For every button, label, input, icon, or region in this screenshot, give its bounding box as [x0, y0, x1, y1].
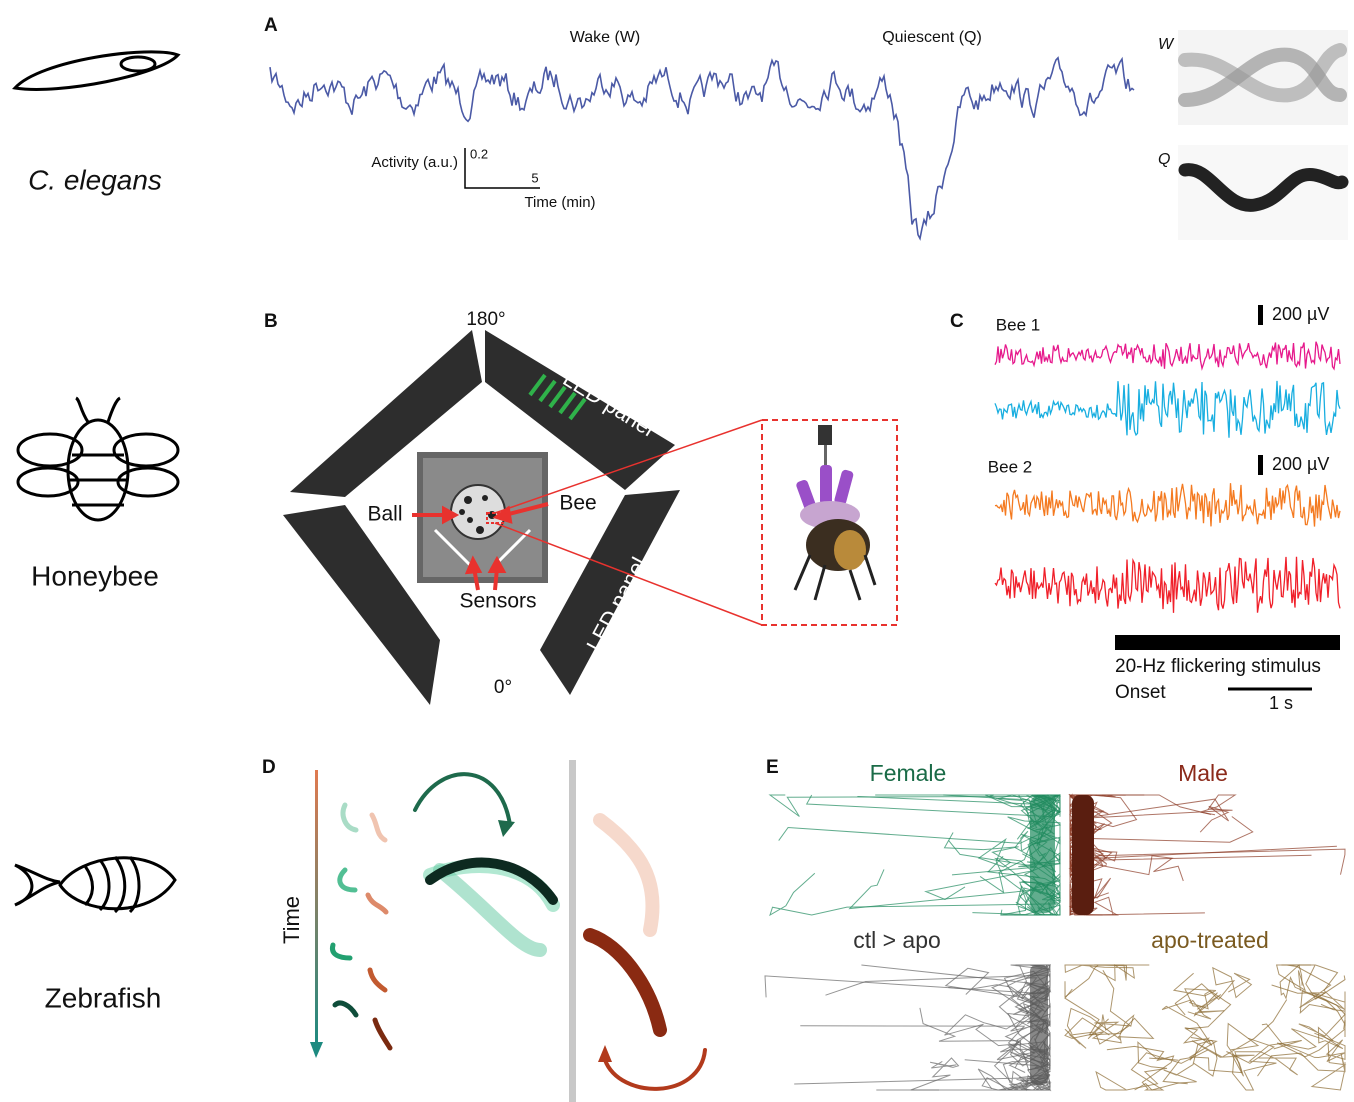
- onset-label: Onset: [1115, 682, 1166, 703]
- track: [1070, 806, 1337, 859]
- callout: Bee: [559, 492, 596, 515]
- organism-name: Zebrafish: [45, 982, 162, 1013]
- eeg-trace: [995, 381, 1340, 438]
- eeg-trace: [995, 483, 1340, 526]
- figure: C. elegans Honeybee Zebrafish A Wake (W)…: [0, 0, 1354, 1102]
- track: [911, 1058, 959, 1090]
- track: [779, 817, 1060, 893]
- state-label: Quiescent (Q): [882, 29, 982, 46]
- group-title: ctl > apo: [853, 927, 941, 953]
- inset-image: [1178, 145, 1348, 240]
- eeg-trace: [995, 557, 1340, 613]
- track-cluster: [1072, 795, 1094, 915]
- divider: [569, 760, 576, 1102]
- organism-name: Honeybee: [31, 560, 159, 591]
- inset-label: W: [1158, 36, 1175, 53]
- worm-icon: [15, 52, 178, 90]
- angle-label: 180°: [466, 309, 505, 330]
- group-title: Male: [1178, 760, 1228, 786]
- panel-label: B: [264, 311, 278, 332]
- track: [1065, 970, 1134, 1043]
- scale-value: 5: [531, 170, 538, 185]
- track: [861, 965, 1050, 1007]
- group-title: apo-treated: [1151, 927, 1269, 953]
- track: [1186, 991, 1231, 1029]
- scale-label: 1 s: [1269, 693, 1293, 713]
- scale-label: Time (min): [524, 194, 595, 211]
- time-arrow: [315, 770, 318, 1045]
- track: [1065, 1015, 1129, 1049]
- scale-label: 200 µV: [1272, 304, 1329, 324]
- fish-sequence: [332, 774, 705, 1089]
- track: [770, 873, 1060, 915]
- track-cluster: [1030, 795, 1055, 913]
- track: [1070, 806, 1345, 875]
- track: [1065, 989, 1153, 1039]
- callout: Sensors: [459, 590, 536, 613]
- track: [770, 795, 1060, 817]
- arrowhead: [498, 820, 515, 837]
- panel-label: D: [262, 757, 276, 778]
- track: [1280, 965, 1345, 1029]
- track: [1258, 1043, 1346, 1090]
- stimulus-label: 20-Hz flickering stimulus: [1115, 656, 1321, 677]
- trace-label: Bee 2: [988, 457, 1032, 476]
- scale-value: 0.2: [470, 146, 488, 161]
- axis-label: Time: [279, 896, 304, 944]
- angle-label: 0°: [494, 677, 512, 698]
- eeg-trace: [995, 342, 1340, 369]
- arrowhead: [598, 1045, 612, 1062]
- scale-bar: [1258, 305, 1263, 325]
- scale-bar: [1258, 455, 1263, 475]
- panel-label: C: [950, 311, 964, 332]
- trace-label: Bee 1: [996, 315, 1040, 334]
- fish-icon: [15, 857, 175, 912]
- group-title: Female: [870, 760, 947, 786]
- activity-trace: [270, 58, 1134, 239]
- stimulus-bar: [1115, 635, 1340, 650]
- inset-label: Q: [1158, 151, 1170, 168]
- track-cluster: [1030, 965, 1048, 1085]
- panel-label: A: [264, 15, 278, 36]
- scale-label: 200 µV: [1272, 454, 1329, 474]
- panel-label: E: [766, 757, 779, 778]
- bee-icon: [18, 398, 178, 520]
- callout: Ball: [367, 503, 402, 526]
- track: [945, 1003, 1044, 1045]
- scale-label: Activity (a.u.): [371, 154, 458, 171]
- organism-name: C. elegans: [28, 164, 162, 195]
- time-arrow: [310, 1042, 323, 1058]
- track: [1277, 1004, 1345, 1057]
- state-label: Wake (W): [570, 29, 641, 46]
